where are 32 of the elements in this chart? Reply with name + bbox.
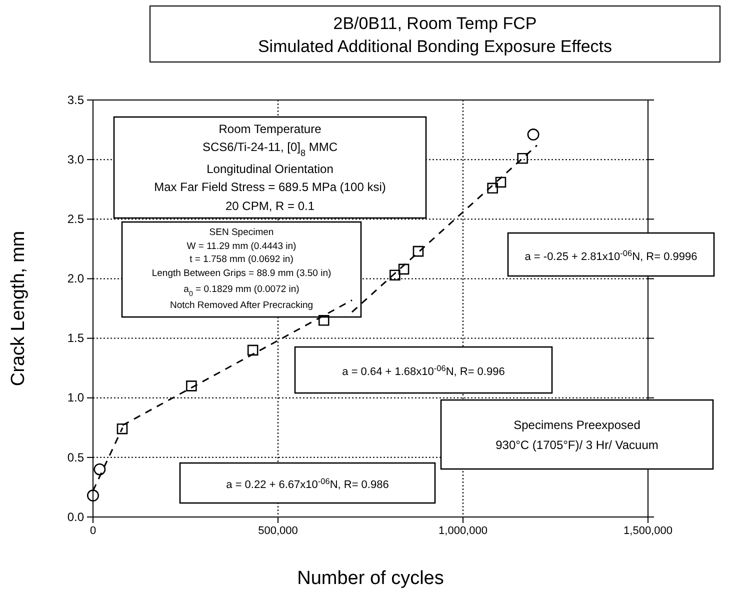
y-tick-label: 2.0 [67,272,84,286]
annotation: Specimens Preexposed [514,418,640,432]
x-axis-title: Number of cycles [297,568,444,589]
annotation: W = 11.29 mm (0.4443 in) [186,241,296,252]
annotation: t = 1.758 mm (0.0692 in) [190,254,294,265]
annotation: SEN Specimen [209,227,274,238]
y-tick-label: 3.0 [67,152,84,166]
annotation: a$_{0}$ = 0.1829 mm (0.0072 in) [184,284,300,298]
annotation: 930°C (1705°F)/ 3 Hr/ Vacuum [496,438,658,452]
annotation: a = 0.64 + 1.68x10$^{-06}$N, R= 0.996 [342,364,505,378]
chart-subtitle: Simulated Additional Bonding Exposure Effects [258,37,612,56]
y-tick-label: 1.5 [67,331,84,346]
y-tick-label: 1.0 [67,390,84,405]
annotation: Max Far Field Stress = 689.5 MPa (100 ksi) [154,180,386,194]
annotation: Length Between Grips = 88.9 mm (3.50 in) [152,268,332,279]
x-tick-label: 1,500,000 [624,524,672,537]
annotation: 20 CPM, R = 0.1 [225,199,315,213]
annotation: Longitudinal Orientation [206,162,334,176]
x-tick-label: 1,000,000 [438,524,488,537]
y-tick-label: 0.0 [67,510,84,524]
y-tick-label: 0.5 [67,450,84,464]
x-tick-label: 500,000 [258,524,298,537]
y-tick-label: 3.5 [67,92,84,107]
annotation: a = -0.25 + 2.81x10$^{-06}$N, R= 0.9996 [524,248,698,263]
annotation: SCS6/Ti-24-11, [0]$_{8}$ MMC [202,140,338,158]
y-axis-title: Crack Length, mm [8,230,29,386]
x-tick-label: 0 [90,524,96,537]
annotation: Notch Removed After Precracking [170,300,314,311]
annotation: Room Temperature [218,122,322,136]
chart-title: 2B/0B11, Room Temp FCP [333,14,537,33]
annotation: a = 0.22 + 6.67x10$^{-06}$N, R= 0.986 [226,476,389,491]
y-tick-label: 2.5 [67,212,84,226]
